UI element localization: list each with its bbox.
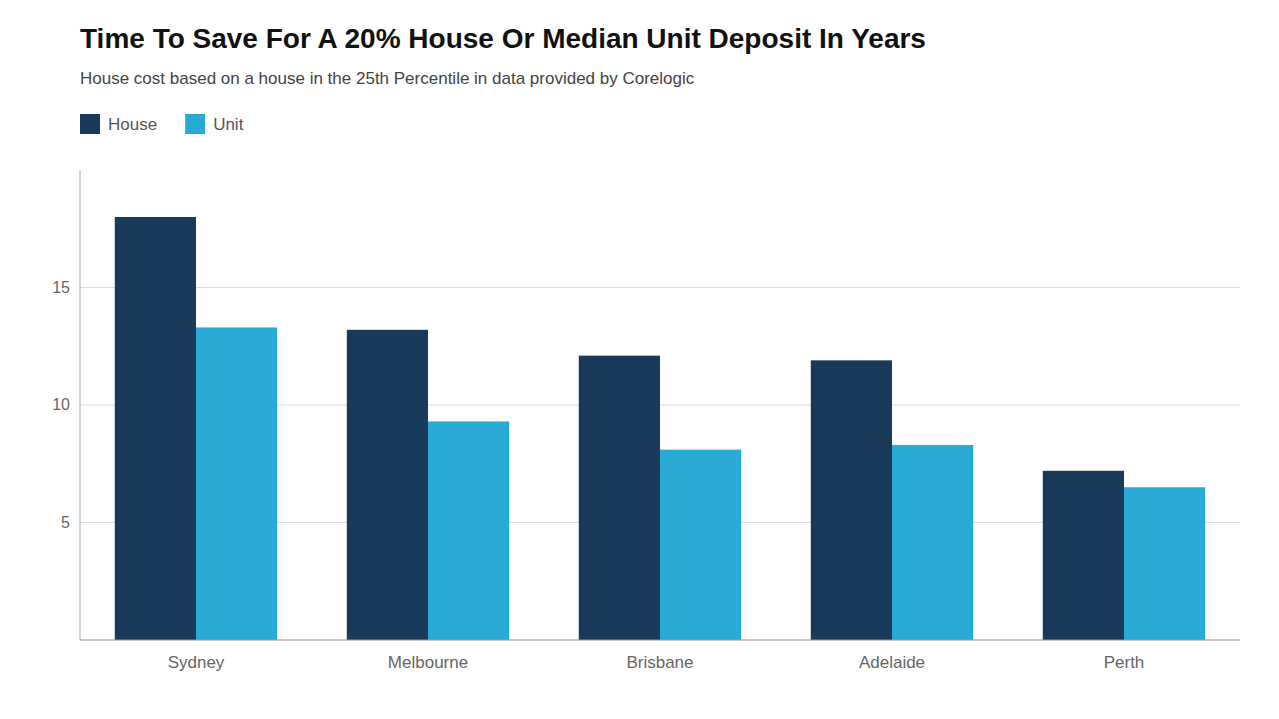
- bar: [660, 450, 741, 640]
- bar: [115, 217, 196, 640]
- bar: [347, 330, 428, 640]
- chart-container: Time To Save For A 20% House Or Median U…: [0, 0, 1279, 719]
- x-tick-label: Perth: [1104, 653, 1145, 672]
- legend: House Unit: [80, 114, 244, 134]
- page: {"chart_data": {"type": "bar", "title": …: [0, 0, 1279, 719]
- bar: [428, 421, 509, 640]
- x-tick-label: Melbourne: [388, 653, 468, 672]
- x-tick-label: Sydney: [168, 653, 225, 672]
- legend-label: Unit: [213, 115, 244, 134]
- bar: [811, 360, 892, 640]
- legend-label: House: [108, 115, 157, 134]
- x-tick-label: Adelaide: [859, 653, 925, 672]
- bar: [579, 356, 660, 640]
- legend-swatch: [80, 114, 100, 134]
- bar: [1043, 471, 1124, 640]
- y-tick-label: 15: [52, 279, 70, 296]
- y-axis-line: [80, 170, 81, 640]
- bars: [115, 217, 1205, 640]
- legend-swatch: [185, 114, 205, 134]
- bar: [1124, 487, 1205, 640]
- x-axis-line: [80, 639, 1240, 640]
- grid-line: [80, 287, 1240, 288]
- x-tick-label: Brisbane: [626, 653, 693, 672]
- subtitle: House cost based on a house in the 25th …: [80, 69, 695, 88]
- chart-svg: Time To Save For A 20% House Or Median U…: [0, 0, 1279, 719]
- title: Time To Save For A 20% House Or Median U…: [80, 23, 926, 54]
- bar: [196, 327, 277, 640]
- bar: [892, 445, 973, 640]
- y-tick-label: 10: [52, 396, 70, 413]
- y-tick-label: 5: [61, 514, 70, 531]
